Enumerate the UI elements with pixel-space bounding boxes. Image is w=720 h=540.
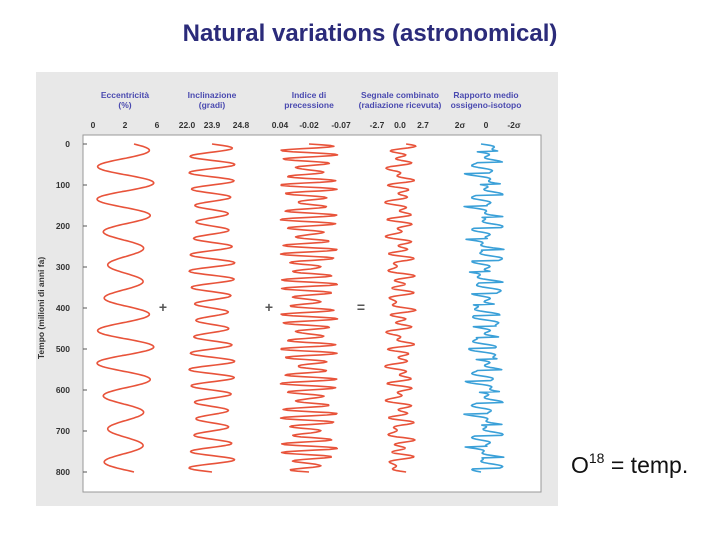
caption: O18 = temp.	[571, 450, 689, 479]
y-tick-label: 400	[56, 303, 70, 313]
y-tick-label: 700	[56, 426, 70, 436]
x-tick-label: 2σ	[455, 120, 466, 130]
series-header-line: Eccentricità	[101, 90, 149, 100]
slide-title: Natural variations (astronomical)	[182, 20, 558, 47]
operator-symbol: +	[159, 299, 167, 315]
series-header-line: (gradi)	[199, 100, 226, 110]
x-tick-label: 0.0	[394, 120, 406, 130]
series-header-line: Segnale combinato	[361, 90, 439, 100]
x-tick-label: 2	[123, 120, 128, 130]
series-curve	[463, 143, 505, 473]
series-curve	[384, 143, 417, 473]
chart-figure: 0 100 200 300 400 500 600 700 800 Tempo (milioni …	[36, 72, 558, 506]
series-curve	[188, 143, 236, 473]
y-tick-label: 800	[56, 467, 70, 477]
y-tick-label: 300	[56, 262, 70, 272]
series-header-line: ossigeno-isotopo	[451, 100, 522, 110]
series-header-line: precessione	[284, 100, 334, 110]
x-tick-label: 0	[484, 120, 489, 130]
y-tick-label: 600	[56, 385, 70, 395]
x-tick-label: 0.04	[272, 120, 289, 130]
x-tick-label: -0.07	[331, 120, 351, 130]
caption-prefix: O	[571, 452, 589, 478]
y-axis-label: Tempo (milioni di anni fa)	[36, 257, 46, 359]
x-tick-label: 6	[155, 120, 160, 130]
series-header-line: (%)	[118, 100, 131, 110]
series-header-line: Inclinazione	[188, 90, 237, 100]
caption-superscript: 18	[588, 450, 605, 466]
caption-suffix: = temp.	[604, 452, 689, 478]
y-tick-label: 500	[56, 344, 70, 354]
series-curve	[279, 143, 339, 473]
series-curve	[96, 143, 155, 473]
y-tick-label: 100	[56, 180, 70, 190]
x-tick-label: -2.7	[370, 120, 385, 130]
x-tick-label: -0.02	[299, 120, 319, 130]
x-tick-label: 24.8	[233, 120, 250, 130]
series-header-line: Indice di	[292, 90, 326, 100]
y-tick-label: 200	[56, 221, 70, 231]
x-tick-label: 0	[91, 120, 96, 130]
series-header-line: Rapporto medio	[453, 90, 518, 100]
series-header-line: (radiazione ricevuta)	[359, 100, 442, 110]
x-tick-label: 22.0	[179, 120, 196, 130]
operator-symbol: =	[357, 299, 365, 315]
operator-symbol: +	[265, 299, 273, 315]
x-tick-label: 2.7	[417, 120, 429, 130]
y-tick-label: 0	[65, 139, 70, 149]
x-tick-label: 23.9	[204, 120, 221, 130]
x-tick-label: -2σ	[507, 120, 521, 130]
